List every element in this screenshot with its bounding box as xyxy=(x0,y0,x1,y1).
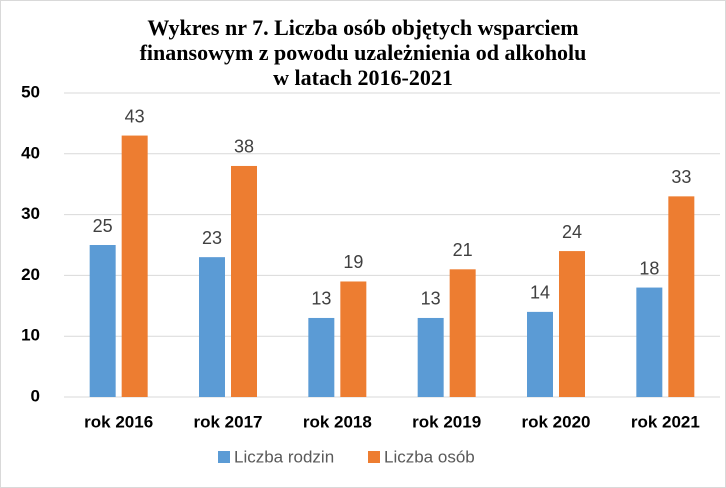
legend-label: Liczba rodzin xyxy=(234,447,334,466)
data-label: 38 xyxy=(234,137,254,157)
bar xyxy=(559,251,585,397)
legend-swatch xyxy=(368,451,380,463)
y-tick-label: 50 xyxy=(21,82,40,101)
x-tick-label: rok 2020 xyxy=(522,412,591,431)
x-tick-label: rok 2017 xyxy=(194,412,263,431)
data-label: 24 xyxy=(562,222,582,242)
bar xyxy=(89,245,116,397)
bar xyxy=(340,281,367,397)
y-tick-label: 10 xyxy=(21,326,40,345)
bar xyxy=(527,311,553,397)
bar xyxy=(308,317,335,397)
bar xyxy=(231,165,257,397)
data-label: 13 xyxy=(311,289,331,309)
data-label: 43 xyxy=(125,106,145,126)
data-label: 33 xyxy=(671,167,691,187)
data-label: 14 xyxy=(530,283,550,303)
legend-label: Liczba osób xyxy=(384,447,475,466)
x-tick-label: rok 2019 xyxy=(412,412,481,431)
chart-title: Wykres nr 7. Liczba osób objętych wsparc… xyxy=(147,15,578,40)
data-label: 25 xyxy=(93,216,113,236)
bar xyxy=(636,287,663,397)
x-tick-label: rok 2021 xyxy=(631,412,700,431)
bar xyxy=(121,135,148,397)
chart-title: w latach 2016-2021 xyxy=(273,65,453,90)
chart-title: finansowym z powodu uzależnienia od alko… xyxy=(140,40,587,65)
data-label: 18 xyxy=(639,258,659,278)
bar xyxy=(668,196,695,397)
x-tick-label: rok 2016 xyxy=(84,412,153,431)
data-label: 13 xyxy=(421,289,441,309)
data-label: 21 xyxy=(453,240,473,260)
data-label: 19 xyxy=(343,252,363,272)
y-tick-label: 40 xyxy=(21,143,40,162)
y-tick-label: 0 xyxy=(31,386,40,405)
y-tick-label: 30 xyxy=(21,204,40,223)
bar xyxy=(199,257,225,397)
bar xyxy=(417,317,444,397)
y-tick-label: 20 xyxy=(21,265,40,284)
legend-swatch xyxy=(218,451,230,463)
data-label: 23 xyxy=(202,228,222,248)
x-tick-label: rok 2018 xyxy=(303,412,372,431)
bar xyxy=(449,269,476,397)
